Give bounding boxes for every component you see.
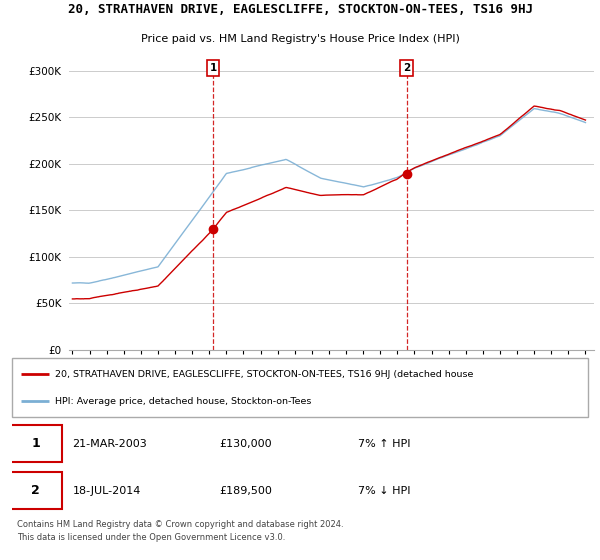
FancyBboxPatch shape: [12, 358, 588, 417]
Text: 20, STRATHAVEN DRIVE, EAGLESCLIFFE, STOCKTON-ON-TEES, TS16 9HJ (detached house: 20, STRATHAVEN DRIVE, EAGLESCLIFFE, STOC…: [55, 370, 473, 379]
FancyBboxPatch shape: [9, 425, 62, 462]
Text: 7% ↑ HPI: 7% ↑ HPI: [358, 438, 410, 449]
Text: 1: 1: [31, 437, 40, 450]
Text: 21-MAR-2003: 21-MAR-2003: [73, 438, 147, 449]
Text: £189,500: £189,500: [220, 486, 272, 496]
Text: £130,000: £130,000: [220, 438, 272, 449]
Text: 20, STRATHAVEN DRIVE, EAGLESCLIFFE, STOCKTON-ON-TEES, TS16 9HJ: 20, STRATHAVEN DRIVE, EAGLESCLIFFE, STOC…: [67, 3, 533, 16]
Text: Price paid vs. HM Land Registry's House Price Index (HPI): Price paid vs. HM Land Registry's House …: [140, 34, 460, 44]
Text: 1: 1: [209, 63, 217, 73]
Text: 18-JUL-2014: 18-JUL-2014: [73, 486, 141, 496]
Text: 2: 2: [403, 63, 410, 73]
Text: 7% ↓ HPI: 7% ↓ HPI: [358, 486, 410, 496]
Text: 2: 2: [31, 484, 40, 497]
Text: Contains HM Land Registry data © Crown copyright and database right 2024.
This d: Contains HM Land Registry data © Crown c…: [17, 520, 343, 542]
Text: HPI: Average price, detached house, Stockton-on-Tees: HPI: Average price, detached house, Stoc…: [55, 397, 311, 406]
FancyBboxPatch shape: [9, 472, 62, 509]
